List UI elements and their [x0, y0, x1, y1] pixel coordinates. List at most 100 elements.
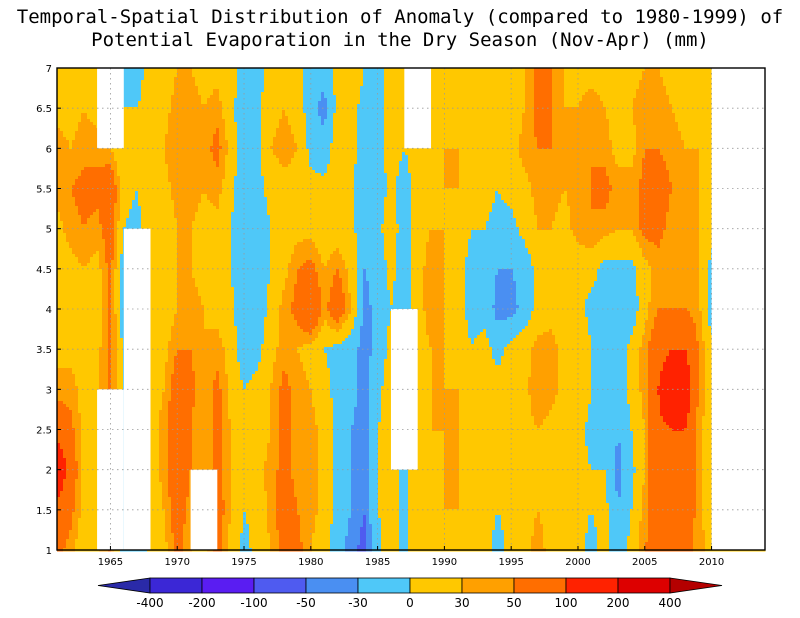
heatmap-cell	[399, 89, 403, 93]
heatmap-cell	[612, 98, 616, 102]
heatmap-cell	[336, 86, 340, 90]
heatmap-cell	[306, 80, 310, 84]
heatmap-cell	[234, 95, 238, 99]
heatmap-cell	[333, 86, 337, 90]
heatmap-cell	[474, 104, 478, 108]
heatmap-cell	[477, 89, 481, 93]
heatmap-cell	[498, 86, 502, 90]
heatmap-cell	[300, 80, 304, 84]
heatmap-cell	[294, 92, 298, 96]
heatmap-cell	[396, 83, 400, 87]
heatmap-cell	[498, 92, 502, 96]
heatmap-cell	[69, 71, 73, 75]
heatmap-cell	[318, 92, 322, 96]
heatmap-cell	[237, 95, 241, 99]
heatmap-cell	[657, 95, 661, 99]
heatmap-cell	[285, 89, 289, 93]
heatmap-cell	[468, 89, 472, 93]
heatmap-cell	[570, 71, 574, 75]
heatmap-cell	[213, 89, 217, 93]
heatmap-cell	[261, 89, 265, 93]
heatmap-cell	[441, 98, 445, 102]
heatmap-cell	[618, 89, 622, 93]
heatmap-cell	[315, 77, 319, 81]
heatmap-cell	[687, 74, 691, 78]
heatmap-cell	[168, 80, 172, 84]
heatmap-cell	[492, 92, 496, 96]
heatmap-cell	[462, 98, 466, 102]
heatmap-cell	[702, 95, 706, 99]
heatmap-cell	[390, 101, 394, 105]
heatmap-cell	[609, 74, 613, 78]
heatmap-cell	[705, 104, 709, 108]
heatmap-cell	[624, 95, 628, 99]
heatmap-cell	[570, 80, 574, 84]
heatmap-cell	[207, 89, 211, 93]
heatmap-cell	[447, 98, 451, 102]
heatmap-cell	[363, 101, 367, 105]
heatmap-cell	[579, 86, 583, 90]
heatmap-cell	[522, 89, 526, 93]
heatmap-cell	[459, 80, 463, 84]
heatmap-cell	[690, 77, 694, 81]
heatmap-cell	[498, 98, 502, 102]
heatmap-cell	[513, 80, 517, 84]
heatmap-cell	[225, 98, 229, 102]
heatmap-cell	[192, 86, 196, 90]
heatmap-cell	[276, 107, 280, 111]
heatmap-cell	[582, 80, 586, 84]
heatmap-cell	[138, 104, 142, 108]
heatmap-cell	[291, 92, 295, 96]
heatmap-cell	[615, 77, 619, 81]
heatmap-cell	[381, 98, 385, 102]
heatmap-cell	[705, 98, 709, 102]
heatmap-cell	[63, 86, 67, 90]
heatmap-cell	[393, 77, 397, 81]
heatmap-cell	[495, 86, 499, 90]
heatmap-cell	[510, 98, 514, 102]
heatmap-cell	[474, 74, 478, 78]
heatmap-cell	[180, 89, 184, 93]
heatmap-cell	[312, 107, 316, 111]
heatmap-cell	[528, 80, 532, 84]
heatmap-cell	[597, 89, 601, 93]
heatmap-cell	[180, 95, 184, 99]
heatmap-cell	[156, 104, 160, 108]
heatmap-cell	[573, 89, 577, 93]
heatmap-cell	[222, 74, 226, 78]
heatmap-cell	[342, 104, 346, 108]
heatmap-cell	[552, 74, 556, 78]
heatmap-cell	[645, 89, 649, 93]
heatmap-cell	[183, 104, 187, 108]
heatmap-cell	[171, 71, 175, 75]
heatmap-cell	[702, 83, 706, 87]
heatmap-cell	[297, 98, 301, 102]
heatmap-cell	[354, 95, 358, 99]
heatmap-cell	[321, 83, 325, 87]
heatmap-cell	[237, 98, 241, 102]
heatmap-cell	[609, 77, 613, 81]
heatmap-cell	[234, 104, 238, 108]
heatmap-cell	[351, 98, 355, 102]
heatmap-cell	[198, 77, 202, 81]
heatmap-cell	[444, 95, 448, 99]
heatmap-cell	[129, 107, 133, 111]
heatmap-cell	[477, 104, 481, 108]
heatmap-cell	[252, 74, 256, 78]
heatmap-cell	[510, 80, 514, 84]
heatmap-cell	[270, 71, 274, 75]
heatmap-cell	[672, 101, 676, 105]
heatmap-cell	[279, 92, 283, 96]
heatmap-cell	[432, 92, 436, 96]
heatmap-cell	[312, 71, 316, 75]
heatmap-cell	[510, 92, 514, 96]
heatmap-cell	[459, 95, 463, 99]
heatmap-cell	[438, 74, 442, 78]
heatmap-cell	[249, 104, 253, 108]
heatmap-cell	[525, 98, 529, 102]
heatmap-cell	[510, 83, 514, 87]
heatmap-cell	[645, 95, 649, 99]
heatmap-cell	[600, 95, 604, 99]
heatmap-cell	[522, 101, 526, 105]
heatmap-cell	[165, 104, 169, 108]
